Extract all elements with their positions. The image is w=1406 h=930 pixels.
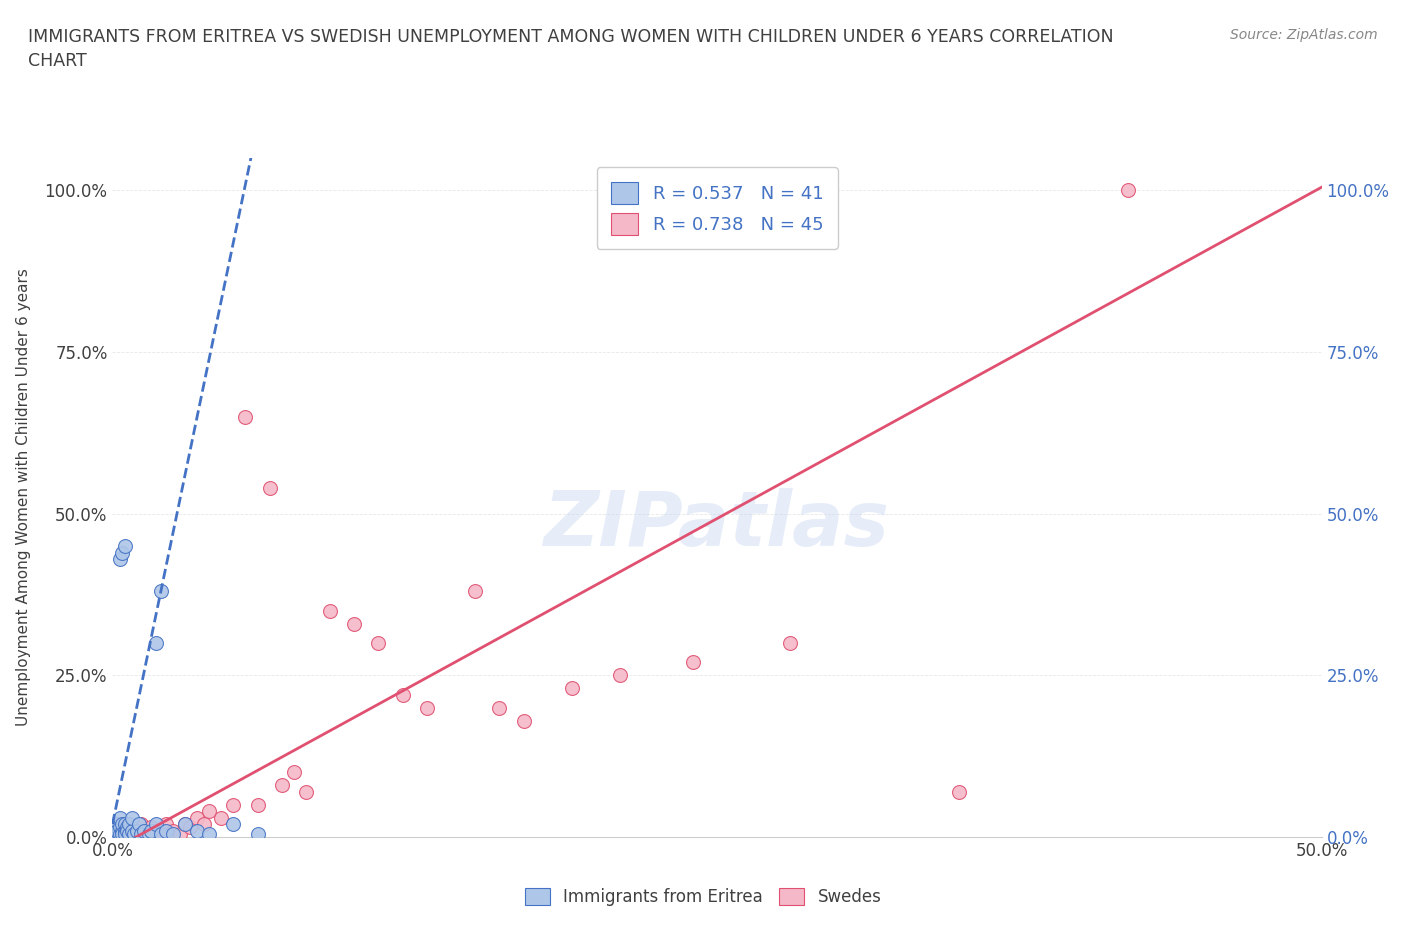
Point bbox=[193, 817, 215, 831]
Point bbox=[186, 810, 208, 825]
Point bbox=[512, 713, 534, 728]
Point bbox=[111, 823, 134, 838]
Point bbox=[132, 823, 155, 838]
Point bbox=[114, 817, 136, 831]
Point bbox=[416, 700, 439, 715]
Point bbox=[270, 777, 292, 792]
Point bbox=[145, 635, 167, 650]
Point bbox=[464, 584, 486, 599]
Point bbox=[122, 823, 145, 838]
Y-axis label: Unemployment Among Women with Children Under 6 years: Unemployment Among Women with Children U… bbox=[15, 269, 31, 726]
Point bbox=[145, 817, 167, 831]
Point bbox=[609, 668, 631, 683]
Point bbox=[179, 820, 201, 835]
Point bbox=[561, 681, 583, 696]
Point bbox=[128, 817, 150, 831]
Point bbox=[111, 817, 134, 831]
Point bbox=[114, 538, 136, 553]
Point bbox=[209, 810, 232, 825]
Point bbox=[367, 635, 389, 650]
Point bbox=[105, 827, 128, 842]
Point bbox=[108, 551, 131, 566]
Point bbox=[169, 827, 191, 842]
Point bbox=[222, 817, 245, 831]
Point bbox=[118, 817, 141, 831]
Point bbox=[682, 655, 704, 670]
Point bbox=[108, 823, 131, 838]
Point bbox=[131, 827, 153, 842]
Point bbox=[162, 827, 184, 842]
Point bbox=[115, 823, 138, 838]
Point bbox=[246, 797, 269, 812]
Point bbox=[235, 409, 257, 424]
Point bbox=[145, 823, 167, 838]
Point bbox=[108, 810, 131, 825]
Point bbox=[104, 823, 127, 838]
Point bbox=[319, 604, 342, 618]
Point bbox=[488, 700, 510, 715]
Legend: R = 0.537   N = 41, R = 0.738   N = 45: R = 0.537 N = 41, R = 0.738 N = 45 bbox=[596, 167, 838, 249]
Point bbox=[105, 827, 128, 842]
Point bbox=[125, 827, 148, 842]
Point bbox=[111, 545, 134, 560]
Point bbox=[174, 817, 197, 831]
Point bbox=[779, 635, 801, 650]
Point bbox=[108, 820, 131, 835]
Point bbox=[121, 820, 143, 835]
Point bbox=[108, 827, 131, 842]
Point bbox=[111, 827, 134, 842]
Legend: Immigrants from Eritrea, Swedes: Immigrants from Eritrea, Swedes bbox=[517, 881, 889, 912]
Point bbox=[104, 827, 127, 842]
Point bbox=[283, 764, 305, 779]
Point bbox=[391, 687, 413, 702]
Point bbox=[131, 817, 153, 831]
Point bbox=[141, 820, 163, 835]
Point bbox=[105, 817, 128, 831]
Point bbox=[295, 784, 318, 799]
Point bbox=[246, 827, 269, 842]
Point bbox=[198, 827, 221, 842]
Point bbox=[948, 784, 970, 799]
Point bbox=[198, 804, 221, 818]
Point bbox=[115, 823, 138, 838]
Point bbox=[114, 817, 136, 831]
Text: IMMIGRANTS FROM ERITREA VS SWEDISH UNEMPLOYMENT AMONG WOMEN WITH CHILDREN UNDER : IMMIGRANTS FROM ERITREA VS SWEDISH UNEMP… bbox=[28, 28, 1114, 70]
Text: Source: ZipAtlas.com: Source: ZipAtlas.com bbox=[1230, 28, 1378, 42]
Point bbox=[155, 817, 177, 831]
Point bbox=[174, 817, 197, 831]
Point bbox=[135, 827, 157, 842]
Point bbox=[121, 810, 143, 825]
Point bbox=[259, 481, 281, 496]
Point bbox=[122, 827, 145, 842]
Point bbox=[149, 827, 172, 842]
Point bbox=[149, 584, 172, 599]
Point bbox=[104, 823, 127, 838]
Point bbox=[125, 823, 148, 838]
Point bbox=[149, 827, 172, 842]
Point bbox=[114, 823, 136, 838]
Point bbox=[121, 823, 143, 838]
Point bbox=[105, 823, 128, 838]
Point bbox=[343, 617, 366, 631]
Point bbox=[162, 823, 184, 838]
Point bbox=[118, 827, 141, 842]
Point bbox=[138, 827, 160, 842]
Point bbox=[111, 827, 134, 842]
Text: ZIPatlas: ZIPatlas bbox=[544, 487, 890, 562]
Point bbox=[1116, 183, 1139, 198]
Point bbox=[141, 823, 163, 838]
Point bbox=[155, 823, 177, 838]
Point bbox=[186, 823, 208, 838]
Point bbox=[222, 797, 245, 812]
Point bbox=[115, 820, 138, 835]
Point bbox=[114, 827, 136, 842]
Point bbox=[118, 827, 141, 842]
